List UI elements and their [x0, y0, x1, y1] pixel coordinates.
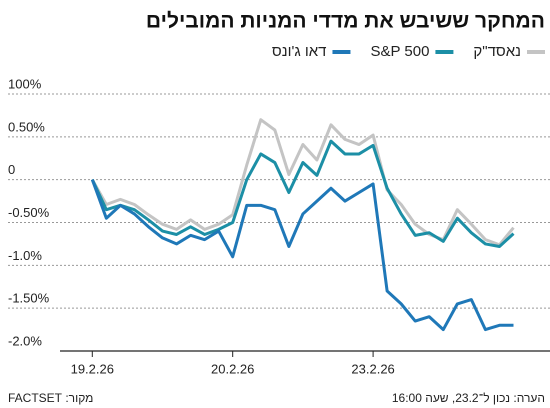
source: מקור: FACTSET [8, 391, 93, 405]
y-tick-label: -0.50% [8, 205, 50, 220]
chart-title: המחקר ששיבש את מדדי המניות המובילים [146, 10, 545, 33]
y-tick-label: -2.0% [8, 333, 42, 348]
legend-label: נאסד"ק [473, 43, 521, 60]
y-tick-label: -1.50% [8, 291, 50, 306]
y-tick-label: 0 [8, 162, 15, 177]
x-tick-label: 19.2.26 [71, 361, 114, 376]
line [90, 179, 514, 332]
y-tick-label: 0.50% [8, 119, 45, 134]
y-tick-label: 100% [8, 76, 42, 91]
line [90, 139, 515, 248]
y-tick-label: -1.0% [8, 248, 42, 263]
legend-label: דאו ג'ונס [272, 43, 327, 60]
legend-label: S&P 500 [370, 43, 429, 60]
x-tick-label: 20.2.26 [211, 361, 254, 376]
note: הערה: נכון ל־23.2, שעה 16:00 [392, 391, 545, 405]
x-tick-label: 23.2.26 [351, 361, 394, 376]
